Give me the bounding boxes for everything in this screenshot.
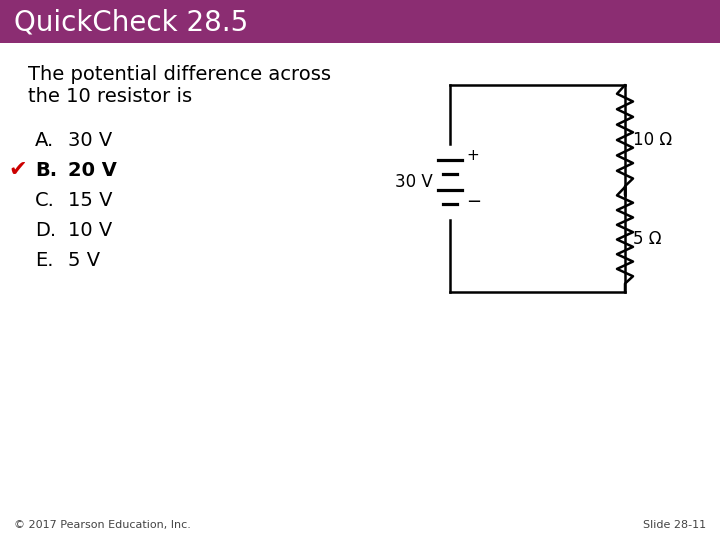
FancyBboxPatch shape xyxy=(0,0,720,43)
Text: © 2017 Pearson Education, Inc.: © 2017 Pearson Education, Inc. xyxy=(14,520,191,530)
Text: 10 Ω: 10 Ω xyxy=(633,131,672,149)
Text: QuickCheck 28.5: QuickCheck 28.5 xyxy=(14,8,248,36)
Text: 20 V: 20 V xyxy=(68,160,117,179)
Text: C.: C. xyxy=(35,191,55,210)
Text: A.: A. xyxy=(35,131,54,150)
Text: B.: B. xyxy=(35,160,57,179)
Text: the 10 resistor is: the 10 resistor is xyxy=(28,87,192,106)
Text: D.: D. xyxy=(35,220,56,240)
Text: +: + xyxy=(466,148,479,164)
Text: E.: E. xyxy=(35,251,53,269)
Text: 15 V: 15 V xyxy=(68,191,112,210)
Text: 30 V: 30 V xyxy=(395,173,433,191)
Text: ✔: ✔ xyxy=(8,160,27,180)
Text: The potential difference across: The potential difference across xyxy=(28,65,331,84)
Text: 5 Ω: 5 Ω xyxy=(633,231,662,248)
Text: 30 V: 30 V xyxy=(68,131,112,150)
Text: 10 V: 10 V xyxy=(68,220,112,240)
Text: Slide 28-11: Slide 28-11 xyxy=(643,520,706,530)
Text: −: − xyxy=(466,193,481,211)
Text: 5 V: 5 V xyxy=(68,251,100,269)
